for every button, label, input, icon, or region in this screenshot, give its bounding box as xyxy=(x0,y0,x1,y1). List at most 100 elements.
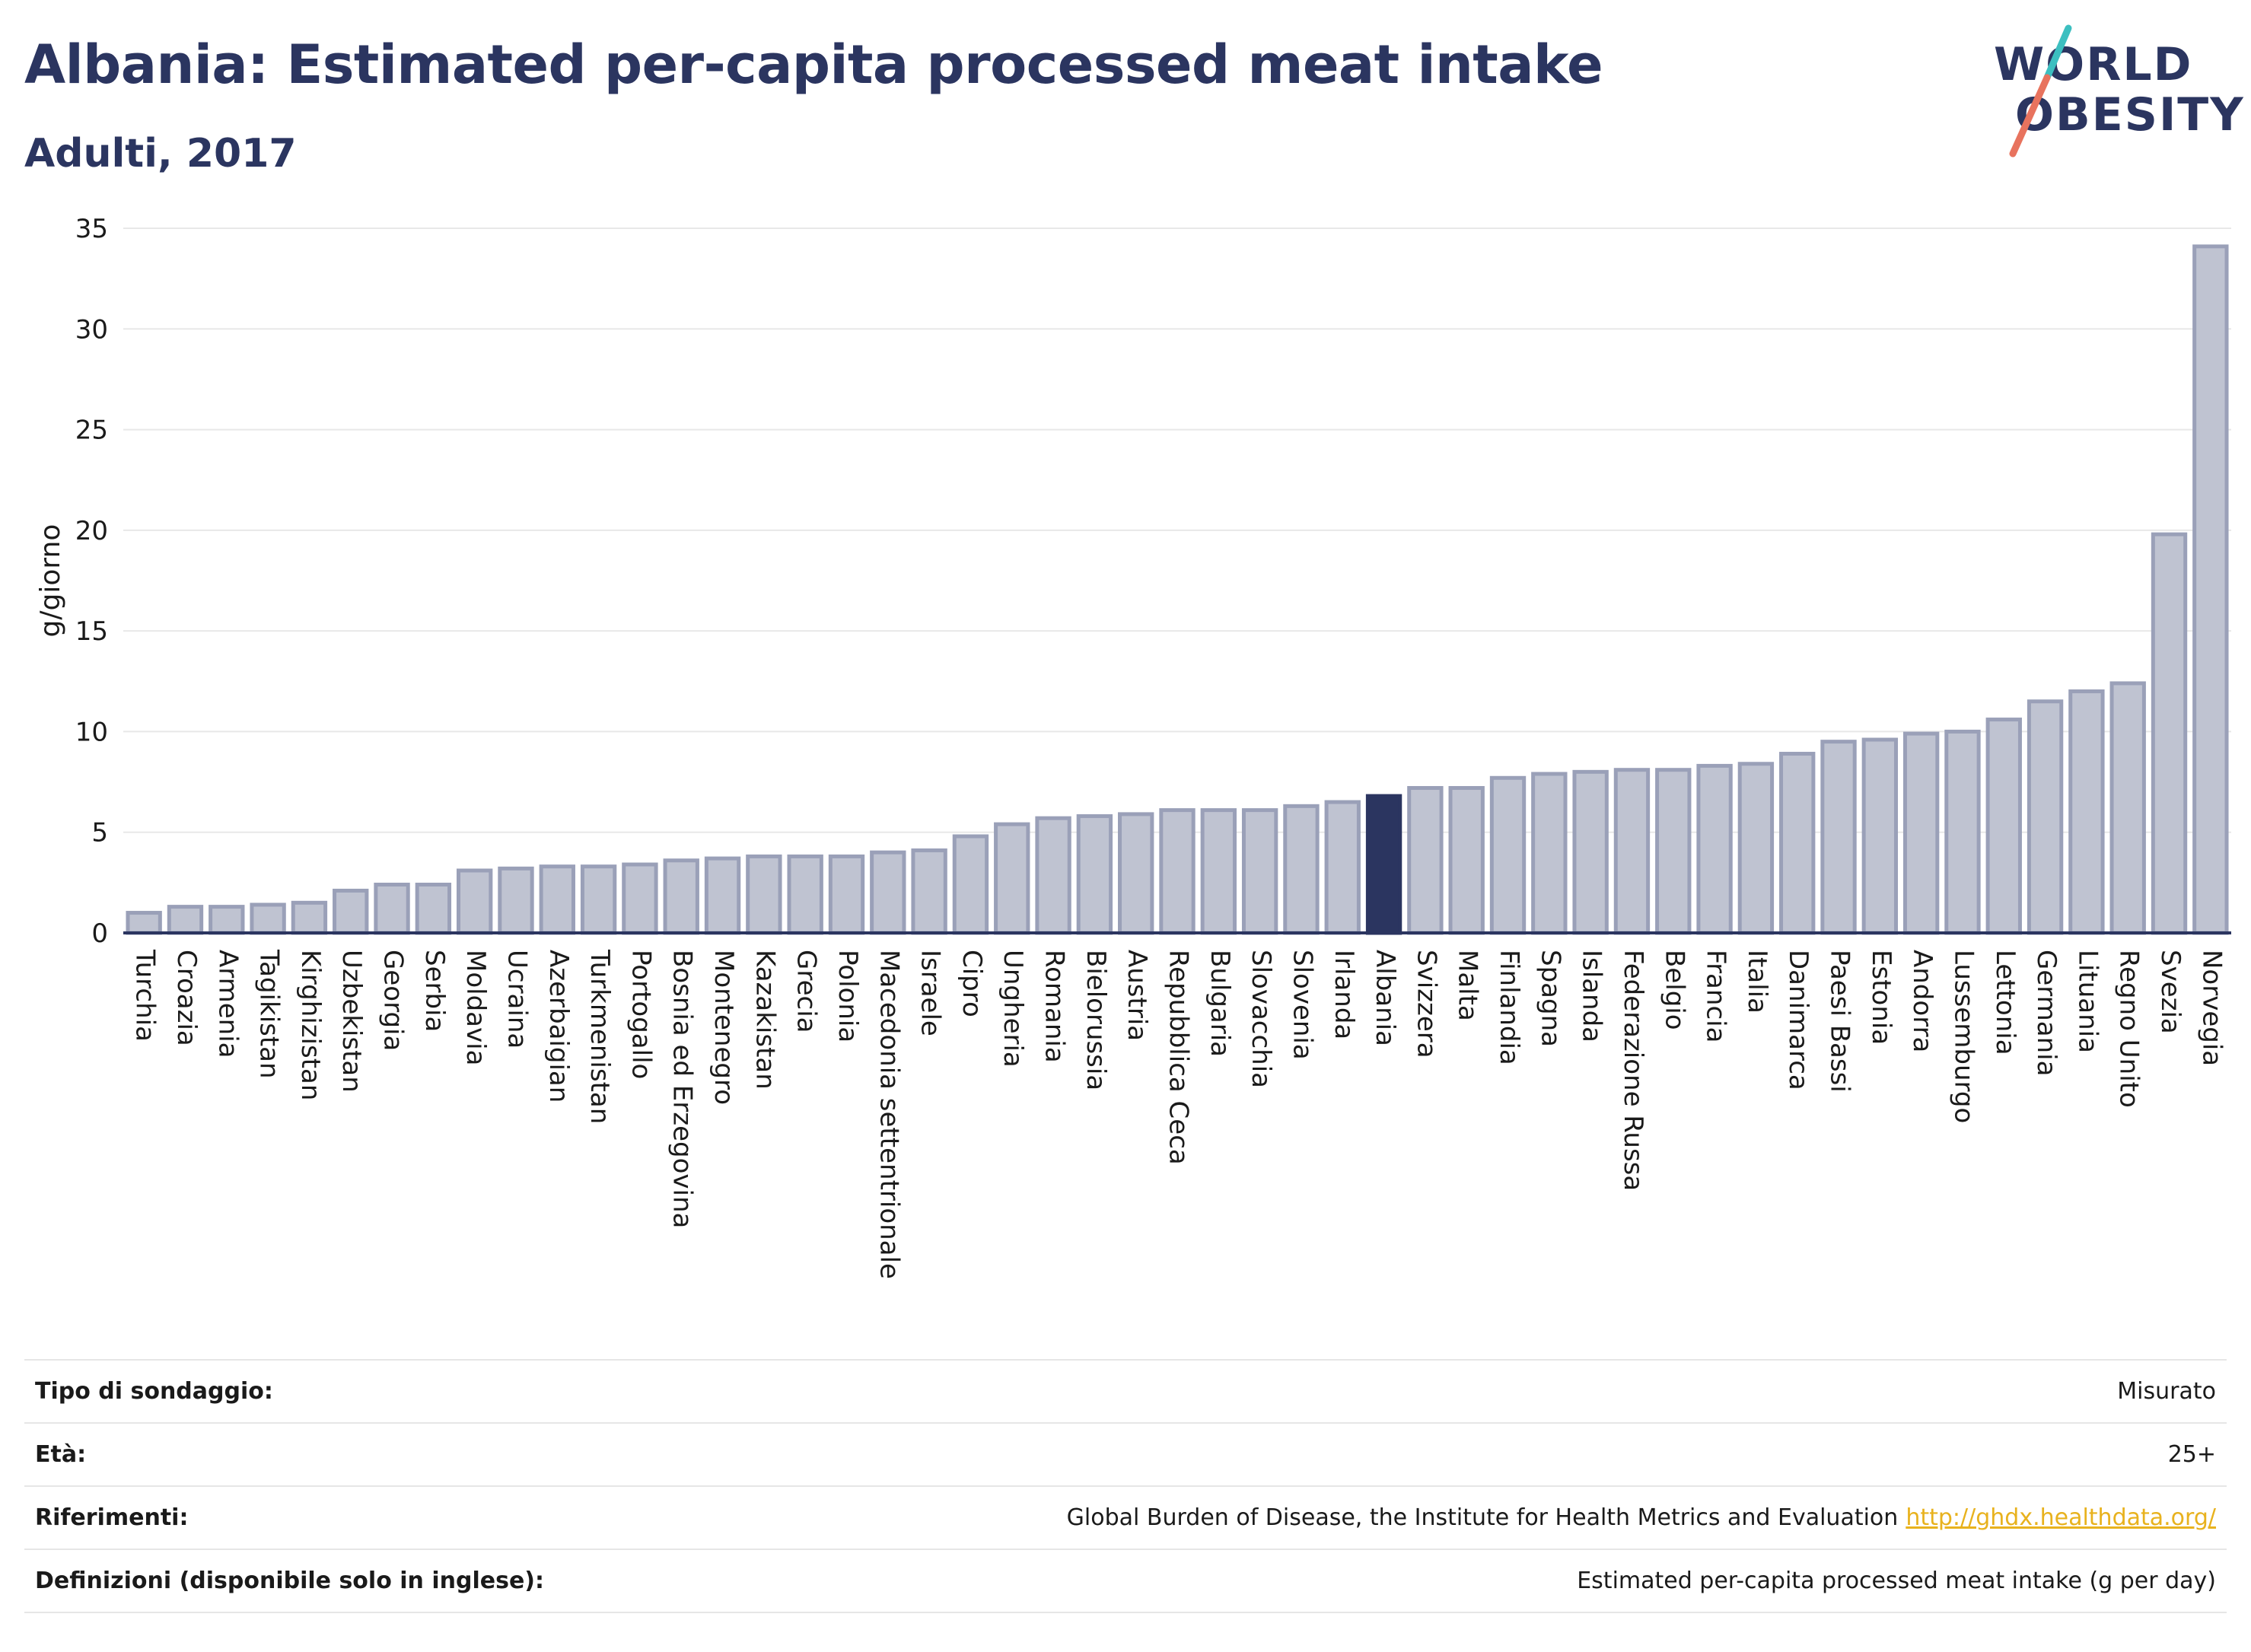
x-tick-label: Paesi Bassi xyxy=(1825,950,1855,1093)
x-tick-label: Albania xyxy=(1370,950,1400,1046)
meta-value: 25+ xyxy=(2167,1441,2216,1468)
bar-romania xyxy=(1035,816,1071,935)
bar-svezia xyxy=(2151,532,2188,935)
meta-value: Misurato xyxy=(2117,1378,2216,1405)
bar-serbia xyxy=(415,883,452,935)
x-tick-label: Macedonia settentrionale xyxy=(874,950,904,1279)
logo-line-1: WORLD xyxy=(1994,38,2193,91)
x-tick-label: Ucraina xyxy=(501,950,532,1049)
bar-belgio xyxy=(1655,768,1692,935)
x-tick-label: Tagikistan xyxy=(254,949,285,1079)
x-tick-label: Moldavia xyxy=(460,950,491,1065)
bar-azerbaigian xyxy=(539,864,575,935)
x-tick-label: Romania xyxy=(1040,950,1070,1063)
x-tick-label: Bielorussia xyxy=(1081,950,1111,1090)
x-tick-label: Svizzera xyxy=(1411,950,1441,1058)
bar-islanda xyxy=(1572,769,1609,935)
bar-portogallo xyxy=(622,862,658,935)
y-tick-label: 25 xyxy=(75,415,108,446)
bar-norvegia xyxy=(2192,244,2229,935)
x-tick-label: Lettonia xyxy=(1990,950,2020,1055)
bar-israele xyxy=(911,848,947,935)
bar-austria xyxy=(1118,812,1154,935)
y-tick-label: 0 xyxy=(91,918,108,949)
x-tick-label: Finlandia xyxy=(1494,950,1524,1065)
x-tick-label: Lituania xyxy=(2072,950,2103,1053)
bar-polonia xyxy=(828,854,865,935)
x-tick-label: Cipro xyxy=(957,950,987,1017)
bar-turkmenistan xyxy=(580,864,617,935)
world-obesity-logo[interactable]: WORLD OBESITY xyxy=(1979,23,2243,160)
x-tick-label: Danimarca xyxy=(1783,950,1813,1090)
meta-row-references: Riferimenti: Global Burden of Disease, t… xyxy=(24,1487,2227,1550)
bar-ungheria xyxy=(994,822,1030,935)
x-tick-label: Regno Unito xyxy=(2114,950,2144,1108)
x-tick-label: Slovenia xyxy=(1287,950,1317,1060)
x-tick-label: Ungheria xyxy=(998,950,1028,1068)
bar-cipro xyxy=(952,834,989,935)
x-tick-label: Repubblica Ceca xyxy=(1164,950,1194,1165)
bar-irlanda xyxy=(1324,800,1361,935)
x-tick-label: Islanda xyxy=(1577,950,1607,1042)
x-tick-label: Turchia xyxy=(130,949,161,1042)
x-tick-label: Svezia xyxy=(2155,950,2186,1034)
meta-label: Tipo di sondaggio: xyxy=(35,1378,273,1405)
meta-row-definitions: Definizioni (disponibile solo in inglese… xyxy=(24,1550,2227,1613)
x-tick-label: Armenia xyxy=(212,950,243,1058)
logo-line-2: OBESITY xyxy=(2015,88,2245,142)
bar-regno-unito xyxy=(2109,681,2146,935)
bar-repubblica-ceca xyxy=(1159,808,1196,935)
x-tick-label: Montenegro xyxy=(708,950,739,1105)
bar-finlandia xyxy=(1489,775,1527,935)
bar-slovacchia xyxy=(1241,808,1278,935)
bar-andorra xyxy=(1902,731,1940,935)
x-tick-label: Turkmenistan xyxy=(584,949,615,1124)
bar-macedonia-settentrionale xyxy=(870,850,906,935)
bar-albania xyxy=(1365,794,1402,935)
bar-danimarca xyxy=(1779,752,1816,935)
x-tick-label: Spagna xyxy=(1535,950,1565,1047)
bar-bielorussia xyxy=(1076,814,1113,935)
x-tick-label: Irlanda xyxy=(1329,950,1359,1039)
bar-slovenia xyxy=(1283,804,1320,935)
x-tick-label: Francia xyxy=(1701,950,1731,1042)
x-tick-label: Israele xyxy=(915,950,946,1036)
bar-moldavia xyxy=(456,868,493,935)
bar-uzbekistan xyxy=(333,888,369,935)
bar-lituania xyxy=(2068,689,2105,935)
slash-mark-icon xyxy=(2009,24,2072,158)
x-tick-label: Malta xyxy=(1453,950,1483,1021)
bar-svizzera xyxy=(1407,786,1444,935)
meta-label: Definizioni (disponibile solo in inglese… xyxy=(35,1568,544,1594)
bar-italia xyxy=(1737,762,1775,935)
meta-label: Età: xyxy=(35,1441,87,1468)
y-axis-label: g/giorno xyxy=(35,524,66,638)
reference-link[interactable]: http://ghdx.healthdata.org/ xyxy=(1906,1504,2216,1531)
bar-turchia xyxy=(126,911,162,935)
y-tick-label: 20 xyxy=(75,516,108,546)
meta-value: Global Burden of Disease, the Institute … xyxy=(1066,1504,1899,1531)
x-tick-label: Bosnia ed Erzegovina xyxy=(667,950,698,1228)
meta-label: Riferimenti: xyxy=(35,1504,189,1531)
bar-bulgaria xyxy=(1200,808,1237,935)
y-tick-label: 15 xyxy=(75,616,108,647)
bar-lussemburgo xyxy=(1944,729,1981,935)
bar-lettonia xyxy=(1985,718,2022,935)
bar-malta xyxy=(1448,786,1485,935)
x-tick-label: Serbia xyxy=(419,950,450,1032)
bar-kazakistan xyxy=(746,854,782,935)
bar-croazia xyxy=(167,905,204,935)
bar-kirghizistan xyxy=(291,900,328,935)
x-tick-label: Kazakistan xyxy=(750,950,780,1090)
bar-georgia xyxy=(374,883,410,935)
x-tick-label: Estonia xyxy=(1866,950,1896,1045)
y-tick-label: 35 xyxy=(75,214,108,244)
x-tick-label: Polonia xyxy=(833,950,863,1042)
bar-estonia xyxy=(1861,737,1899,935)
y-tick-label: 5 xyxy=(91,818,108,848)
meta-value-container: Global Burden of Disease, the Institute … xyxy=(1067,1504,2216,1531)
bar-spagna xyxy=(1531,772,1568,935)
bar-francia xyxy=(1696,763,1733,935)
x-tick-label: Italia xyxy=(1742,950,1772,1014)
x-tick-label: Belgio xyxy=(1659,950,1689,1030)
